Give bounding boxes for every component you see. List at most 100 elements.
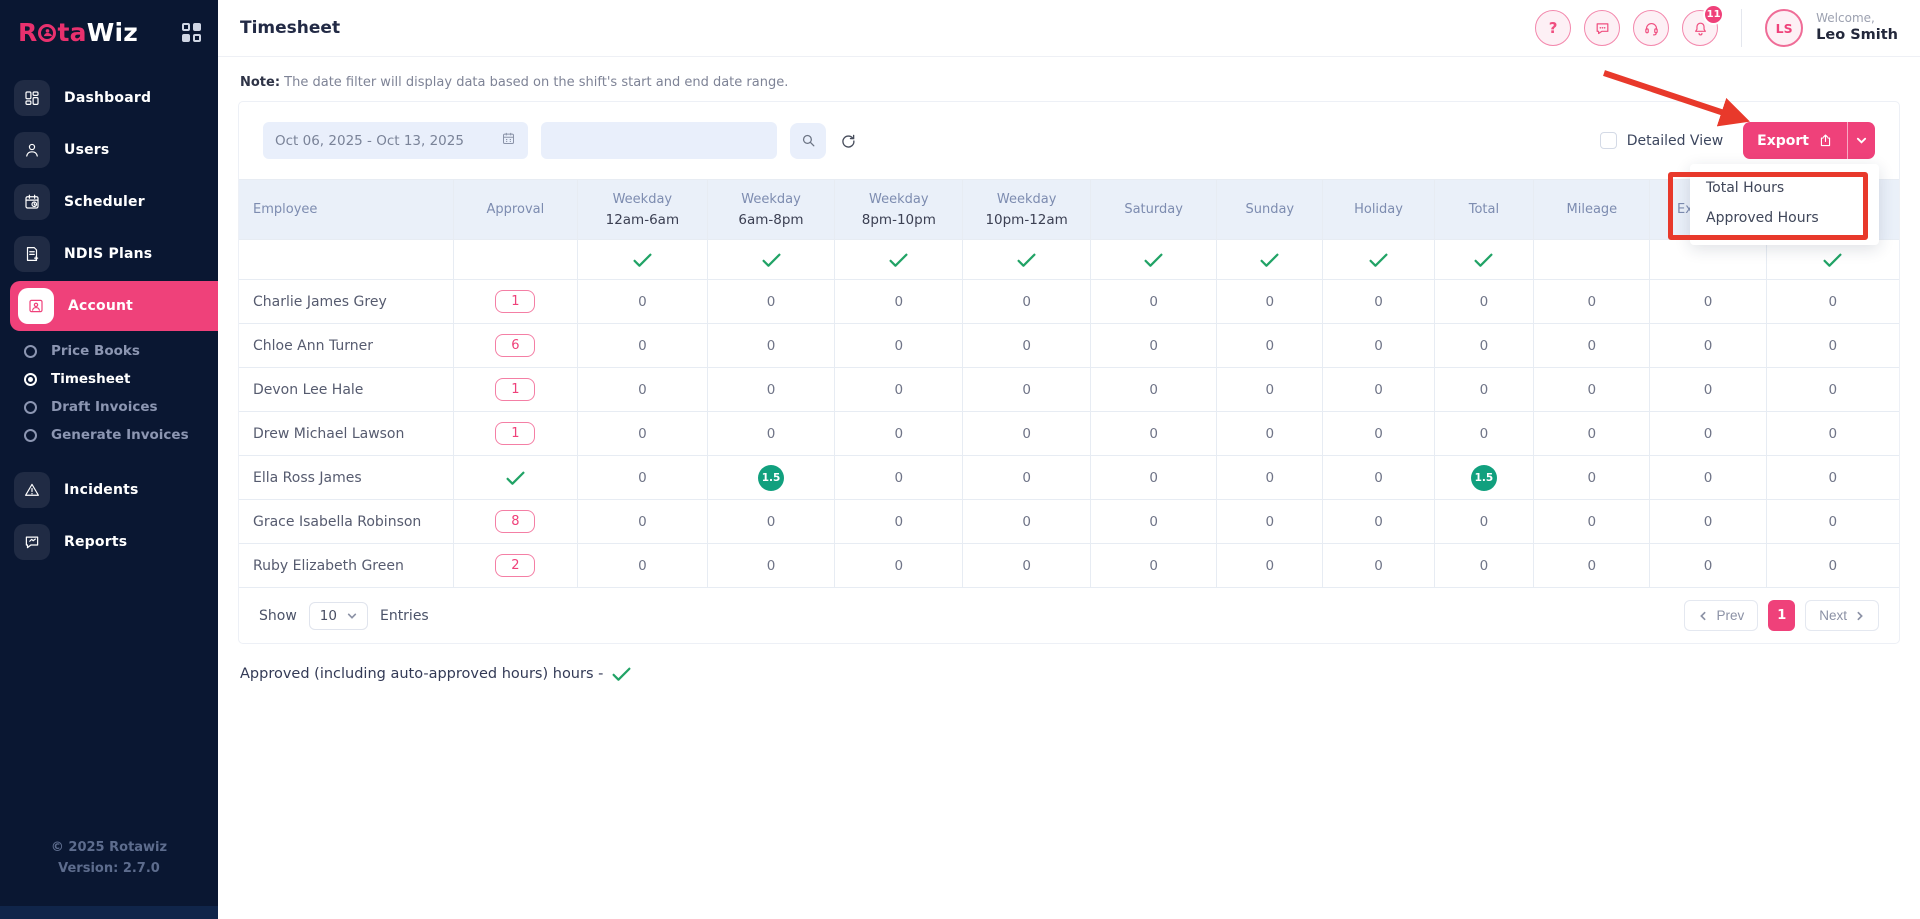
approved-check-icon — [611, 666, 632, 682]
version-text: Version: 2.7.0 — [58, 861, 160, 877]
sidebar-item-ndis-plans[interactable]: NDIS Plans — [0, 229, 218, 279]
hours-chip: 1.5 — [758, 464, 784, 491]
feedback-button[interactable] — [1584, 10, 1621, 46]
col-holiday[interactable]: Holiday — [1322, 179, 1435, 240]
approval-count-badge[interactable]: 8 — [495, 510, 536, 533]
sidebar-item-scheduler[interactable]: Scheduler — [0, 177, 218, 227]
export-split-button[interactable]: Export — [1743, 122, 1875, 159]
sidebar-item-users[interactable]: Users — [0, 125, 218, 175]
sidebar-item-account[interactable]: Account — [10, 281, 218, 331]
page-size-select[interactable]: 10 — [308, 601, 368, 630]
sidebar-item-draft-invoices[interactable]: Draft Invoices — [0, 393, 218, 421]
search-input[interactable] — [541, 122, 777, 159]
page-number-button[interactable]: 1 — [1768, 600, 1796, 631]
next-page-button[interactable]: Next — [1805, 600, 1879, 631]
detailed-view-toggle[interactable]: Detailed View — [1599, 132, 1723, 149]
radio-selected-icon — [24, 372, 37, 386]
sidebar-item-dashboard[interactable]: Dashboard — [0, 73, 218, 123]
notification-badge: 11 — [1703, 4, 1725, 25]
hours-chip: 1.5 — [1470, 464, 1497, 491]
export-dropdown-menu: Total Hours Approved Hours — [1690, 164, 1879, 245]
col-sunday[interactable]: Sunday — [1216, 179, 1324, 240]
detailed-view-checkbox[interactable] — [1599, 132, 1617, 149]
sidebar-item-label: Incidents — [64, 482, 139, 498]
approved-check-icon — [632, 252, 653, 268]
sidebar-item-label: Account — [68, 298, 134, 314]
sidebar-item-incidents[interactable]: Incidents — [0, 465, 218, 515]
employee-name: Charlie James Grey — [239, 279, 454, 324]
welcome-block: Welcome, Leo Smith — [1816, 11, 1898, 44]
sidebar-item-reports[interactable]: Reports — [0, 517, 218, 567]
sidebar-item-timesheet[interactable]: Timesheet — [0, 365, 218, 393]
avatar[interactable]: LS — [1765, 9, 1804, 47]
sub-item-label: Price Books — [51, 343, 140, 359]
calendar-icon — [501, 131, 516, 150]
sidebar-nav: Dashboard Users Scheduler NDIS Plans Acc… — [0, 71, 218, 569]
col-mileage[interactable]: Mileage — [1533, 179, 1651, 240]
radio-icon — [24, 344, 37, 358]
note-text: Note: The date filter will display data … — [240, 75, 789, 90]
user-name: Leo Smith — [1816, 27, 1898, 44]
refresh-icon — [842, 134, 855, 148]
export-dropdown-toggle[interactable] — [1847, 122, 1875, 159]
prev-page-button[interactable]: Prev — [1684, 600, 1759, 631]
welcome-label: Welcome, — [1816, 11, 1875, 26]
sidebar-item-label: Dashboard — [64, 90, 152, 106]
employee-name: Drew Michael Lawson — [239, 411, 454, 456]
approved-check-icon — [1822, 252, 1843, 268]
sidebar-item-price-books[interactable]: Price Books — [0, 337, 218, 365]
menu-item-approved-hours[interactable]: Approved Hours — [1706, 210, 1819, 226]
sub-item-label: Draft Invoices — [51, 399, 158, 415]
help-button[interactable]: ? — [1535, 10, 1572, 46]
col-weekday-6am-8pm[interactable]: Weekday 6am-8pm — [707, 179, 836, 240]
menu-item-total-hours[interactable]: Total Hours — [1706, 180, 1785, 196]
entries-label: Entries — [379, 607, 429, 624]
page-size-value: 10 — [319, 607, 337, 624]
col-approval[interactable]: Approval — [453, 179, 579, 240]
sub-item-label: Generate Invoices — [51, 427, 189, 443]
dashboard-icon — [14, 80, 50, 116]
users-icon — [14, 132, 50, 168]
col-employee[interactable]: Employee — [239, 179, 454, 240]
chevron-left-icon — [1700, 611, 1706, 620]
approval-count-badge[interactable]: 1 — [495, 290, 536, 313]
chevron-down-icon — [1856, 137, 1867, 144]
approved-legend: Approved (including auto-approved hours)… — [240, 666, 1898, 682]
sidebar-item-generate-invoices[interactable]: Generate Invoices — [0, 421, 218, 449]
copyright-text: © 2025 Rotawiz — [50, 840, 168, 856]
account-icon — [18, 288, 54, 324]
approval-count-badge[interactable]: 2 — [495, 554, 536, 577]
col-saturday[interactable]: Saturday — [1090, 179, 1218, 240]
search-button[interactable] — [790, 122, 826, 159]
report-icon — [14, 524, 50, 560]
employee-name: Devon Lee Hale — [239, 367, 454, 412]
col-weekday-10pm-12am[interactable]: Weekday 10pm-12am — [962, 179, 1092, 240]
approved-check-icon — [1143, 252, 1164, 268]
employee-name: Chloe Ann Turner — [239, 323, 454, 368]
col-weekday-8pm-10pm[interactable]: Weekday 8pm-10pm — [834, 179, 964, 240]
refresh-button[interactable] — [839, 132, 857, 150]
employee-name: Ella Ross James — [239, 455, 454, 500]
approval-count-badge[interactable]: 1 — [495, 422, 536, 445]
notifications-button[interactable]: 11 — [1682, 4, 1725, 46]
sidebar-item-label: Reports — [64, 534, 128, 550]
sidebar-collapse-icon[interactable] — [182, 22, 202, 43]
col-weekday-12am-6am[interactable]: Weekday 12am-6am — [577, 179, 708, 240]
approved-check-icon — [1259, 252, 1280, 268]
support-button[interactable] — [1633, 10, 1670, 46]
approved-check-icon — [761, 252, 782, 268]
approval-count-badge[interactable]: 1 — [495, 378, 536, 401]
date-range-picker[interactable]: Oct 06, 2025 - Oct 13, 2025 — [263, 122, 528, 159]
col-total[interactable]: Total — [1434, 179, 1535, 240]
timesheet-table: Employee Approval Weekday 12am-6am Weekda… — [239, 179, 1899, 588]
export-button[interactable]: Export — [1743, 122, 1847, 159]
show-label: Show — [259, 607, 297, 624]
chevron-down-icon — [347, 613, 357, 619]
logo-person-icon — [38, 23, 57, 42]
sidebar-footer: © 2025 Rotawiz Version: 2.7.0 — [0, 838, 218, 906]
approval-count-badge[interactable]: 6 — [495, 334, 536, 357]
approved-check-icon — [1473, 252, 1494, 268]
